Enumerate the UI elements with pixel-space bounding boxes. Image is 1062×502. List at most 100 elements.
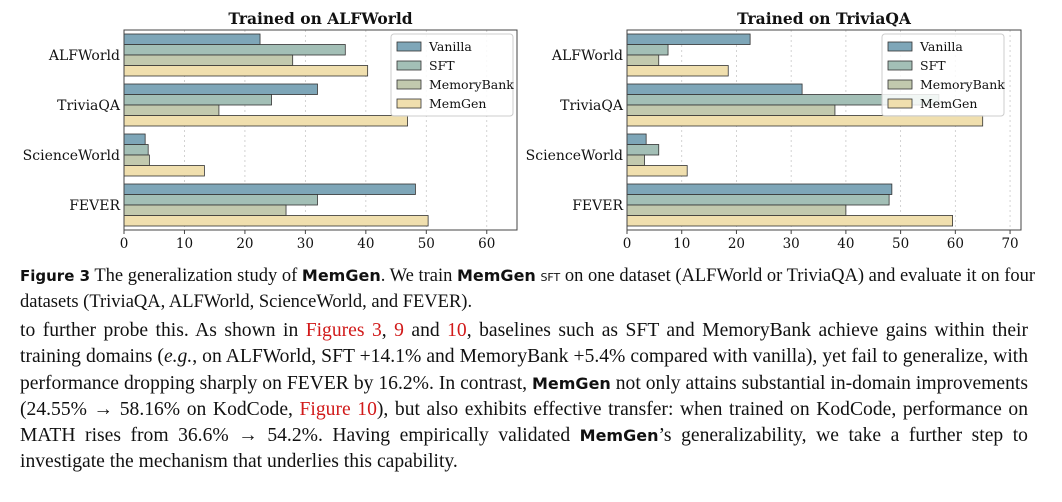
legend-swatch-sft — [396, 60, 422, 71]
bar-vanilla — [123, 183, 416, 195]
legend-box — [881, 33, 1005, 117]
x-tick-label: 50 — [418, 236, 435, 252]
x-tick-label: 0 — [623, 236, 632, 252]
bar-sft — [123, 194, 318, 206]
bar-sft — [123, 44, 346, 56]
bar-vanilla — [123, 33, 261, 45]
bar-sft — [626, 194, 890, 206]
bar-vanilla — [626, 33, 751, 45]
legend-swatch-vanilla — [887, 41, 913, 52]
legend-swatch-memgen — [396, 98, 422, 109]
bar-memgen — [626, 115, 984, 127]
plot-frame — [626, 29, 1022, 231]
category-label: ScienceWorld — [23, 148, 120, 164]
body-comma: , — [381, 320, 395, 341]
bar-memorybank — [626, 204, 847, 216]
legend-label-memorybank: MemoryBank — [429, 77, 514, 92]
bar-memgen — [626, 165, 688, 177]
ref-figures-3[interactable]: Figures 3 — [305, 320, 382, 341]
category-label: FEVER — [572, 198, 623, 214]
body-text-6: ’s generalizability, we take a further s… — [20, 425, 1028, 473]
legend-swatch-memorybank — [887, 79, 913, 90]
body-memgen-2: MemGen — [579, 426, 659, 446]
body-eg: e.g. — [163, 346, 193, 368]
bar-memorybank — [626, 104, 836, 116]
x-tick-label: 0 — [120, 236, 129, 252]
body-and: and — [403, 320, 448, 341]
chart-title: Trained on TriviaQA — [737, 9, 912, 28]
ref-figure-10-b[interactable]: Figure 10 — [299, 398, 377, 420]
x-tick-label: 20 — [728, 236, 745, 252]
legend-box — [390, 33, 514, 117]
legend-label-memgen: MemGen — [429, 96, 486, 111]
x-tick-label: 30 — [783, 236, 800, 252]
bar-sft — [626, 144, 660, 156]
ref-figure-9[interactable]: 9 — [394, 320, 404, 341]
body-text-5: ), but also exhibits effective transfer:… — [20, 398, 1028, 447]
legend-label-sft: SFT — [429, 58, 455, 73]
figure-label: Figure 3 — [20, 267, 91, 285]
plot-frame — [123, 29, 518, 231]
bar-memorybank — [123, 54, 294, 66]
caption-text-2: . We train — [380, 266, 457, 286]
body-memgen-1: MemGen — [531, 373, 611, 393]
bar-vanilla — [123, 83, 318, 95]
bar-vanilla — [123, 133, 146, 145]
category-label: ALFWorld — [48, 48, 120, 64]
caption-memgen-1: MemGen — [301, 266, 381, 285]
bar-vanilla — [626, 83, 803, 95]
bar-memorybank — [626, 154, 645, 166]
bar-memgen — [123, 65, 369, 77]
bar-sft — [626, 44, 669, 56]
x-tick-label: 40 — [837, 236, 854, 252]
bar-memorybank — [123, 154, 150, 166]
legend-label-vanilla: Vanilla — [428, 39, 472, 54]
bar-memorybank — [123, 104, 220, 116]
body-text-3: , on ALFWorld, SFT +14.1% and MemoryBank… — [20, 346, 1028, 394]
bar-sft — [123, 94, 272, 106]
legend-label-memgen: MemGen — [920, 96, 977, 111]
category-label: FEVER — [69, 198, 120, 214]
legend-swatch-vanilla — [396, 41, 422, 52]
bar-memgen — [123, 115, 408, 127]
x-tick-label: 20 — [236, 236, 253, 252]
legend-swatch-sft — [887, 60, 913, 71]
bar-memgen — [626, 65, 729, 77]
ref-figure-10[interactable]: 10 — [447, 320, 467, 341]
caption-memgen-2: MemGen — [456, 266, 536, 285]
bar-memorybank — [626, 54, 660, 66]
x-tick-label: 30 — [297, 236, 314, 252]
bar-vanilla — [626, 183, 893, 195]
figure-caption: Figure 3 The generalization study of Mem… — [20, 263, 1042, 315]
category-label: ALFWorld — [551, 48, 623, 64]
body-text-4: not only attains substantial in-domain i… — [20, 372, 1028, 420]
category-label: TriviaQA — [560, 98, 624, 114]
caption-text-1: The generalization study of — [94, 266, 302, 286]
category-label: ScienceWorld — [526, 148, 623, 164]
figure-charts: ALFWorld TriviaQA ScienceWorld FEVER 0 10 20 30… — [23, 9, 1022, 252]
x-tick-label: 70 — [1001, 236, 1018, 252]
x-tick-label: 60 — [478, 236, 495, 252]
x-tick-label: 50 — [892, 236, 909, 252]
bar-sft — [123, 144, 149, 156]
caption-text-3: on one dataset (ALFWorld or TriviaQA) an… — [20, 266, 1036, 312]
x-tick-label: 60 — [947, 236, 964, 252]
category-label: TriviaQA — [57, 98, 121, 114]
bar-memgen — [123, 165, 205, 177]
legend-label-vanilla: Vanilla — [919, 39, 963, 54]
caption-subscript: SFT — [540, 271, 561, 284]
bar-memgen — [123, 215, 429, 227]
body-paragraph: to further probe this. As shown in Figur… — [20, 318, 1028, 476]
x-tick-label: 40 — [357, 236, 374, 252]
legend-label-sft: SFT — [920, 58, 946, 73]
x-tick-label: 10 — [176, 236, 193, 252]
body-text-1: to further probe this. As shown in — [20, 320, 306, 341]
legend-swatch-memgen — [887, 98, 913, 109]
x-tick-label: 10 — [673, 236, 690, 252]
body-text-2: , baselines such as SFT and MemoryBank a… — [20, 320, 1028, 368]
bar-memgen — [626, 215, 953, 227]
chart-title: Trained on ALFWorld — [228, 9, 412, 28]
bar-vanilla — [626, 133, 647, 145]
legend-swatch-memorybank — [396, 79, 422, 90]
legend-label-memorybank: MemoryBank — [920, 77, 1005, 92]
